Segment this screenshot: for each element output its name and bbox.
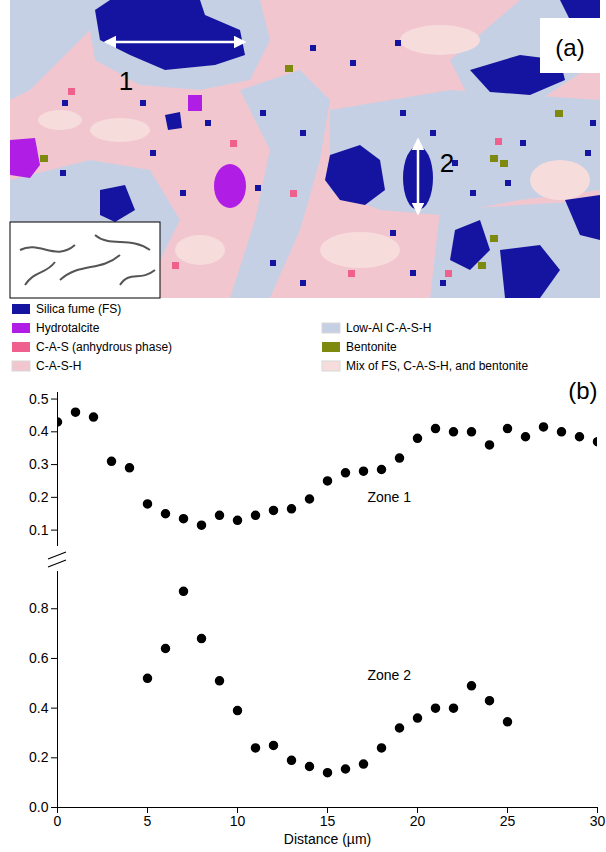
svg-text:Distance (µm): Distance (µm)	[284, 831, 371, 847]
svg-text:Bentonite: Bentonite	[346, 340, 397, 354]
svg-text:2: 2	[440, 148, 454, 178]
svg-text:0.1: 0.1	[29, 522, 49, 538]
svg-text:0.2: 0.2	[29, 749, 49, 765]
svg-text:0.5: 0.5	[29, 391, 49, 407]
svg-text:0.6: 0.6	[29, 650, 49, 666]
svg-text:Mix of FS, C-A-S-H, and benton: Mix of FS, C-A-S-H, and bentonite	[346, 359, 528, 373]
svg-text:Low-Al C-A-S-H: Low-Al C-A-S-H	[346, 321, 431, 335]
svg-text:30: 30	[590, 813, 606, 829]
svg-text:1: 1	[119, 66, 133, 96]
svg-text:10: 10	[230, 813, 246, 829]
svg-text:Zone 2: Zone 2	[368, 667, 412, 683]
svg-text:C-A-S-H: C-A-S-H	[36, 359, 81, 373]
svg-text:Hydrotalcite: Hydrotalcite	[36, 321, 100, 335]
svg-text:5: 5	[144, 813, 152, 829]
svg-text:Silica fume (FS): Silica fume (FS)	[36, 302, 121, 316]
svg-text:0.0: 0.0	[29, 799, 49, 815]
svg-text:(b): (b)	[568, 378, 597, 404]
svg-text:Zone 1: Zone 1	[368, 489, 412, 505]
svg-text:0: 0	[54, 813, 62, 829]
svg-text:0.4: 0.4	[29, 700, 49, 716]
svg-text:0.8: 0.8	[29, 600, 49, 616]
svg-text:15: 15	[320, 813, 336, 829]
svg-text:0.2: 0.2	[29, 489, 49, 505]
svg-text:(a): (a)	[555, 34, 584, 61]
svg-text:C-A-S (anhydrous phase): C-A-S (anhydrous phase)	[36, 340, 172, 354]
svg-text:20: 20	[410, 813, 426, 829]
svg-text:25: 25	[500, 813, 516, 829]
svg-text:0.3: 0.3	[29, 456, 49, 472]
svg-text:0.4: 0.4	[29, 423, 49, 439]
